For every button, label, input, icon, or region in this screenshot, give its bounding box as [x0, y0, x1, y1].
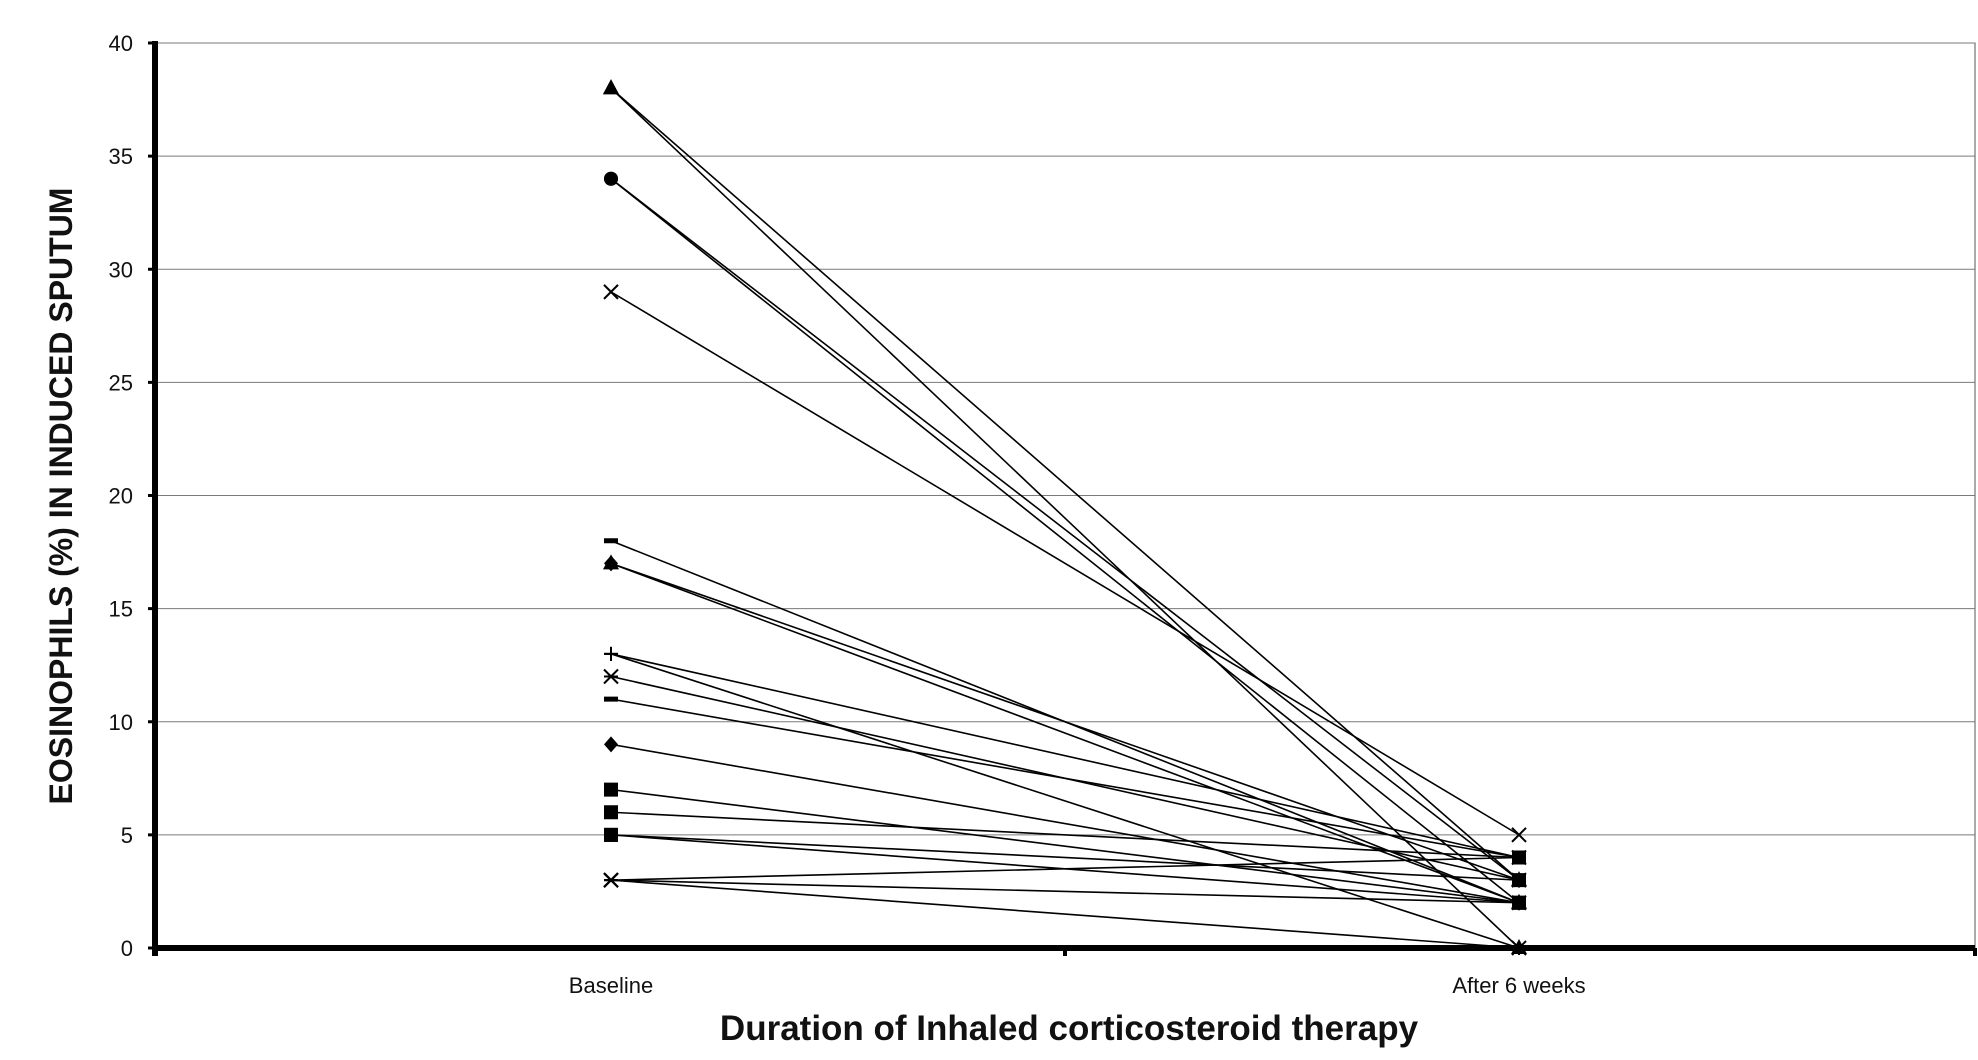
series-14-point-0	[604, 805, 618, 820]
series-18-point-1	[1511, 895, 1527, 911]
series-line-17	[610, 856, 1520, 881]
x-axis-title: Duration of Inhaled corticosteroid thera…	[720, 1009, 1419, 1048]
series-4-point-0	[603, 284, 619, 300]
series-16-point-0	[604, 827, 618, 842]
series-4-point-1	[1511, 827, 1527, 843]
series-line-8	[610, 653, 1520, 859]
series-line-3	[610, 178, 1520, 904]
x-tick-label-1: After 6 weeks	[1452, 973, 1585, 998]
series-line-6	[610, 562, 1520, 904]
y-tick-label-5: 5	[121, 823, 133, 848]
series-15-point-1	[1512, 873, 1526, 888]
y-tick-label-20: 20	[109, 484, 133, 509]
grid	[154, 42, 1976, 949]
x-tick-label-0: Baseline	[569, 973, 653, 998]
series-line-11	[610, 698, 1520, 859]
series-19-point-0	[603, 872, 619, 888]
series-12-point-0	[604, 736, 618, 753]
series-line-14	[610, 811, 1520, 859]
series-1-point-0	[603, 79, 619, 95]
series-line-12	[610, 743, 1520, 904]
y-tick-label-10: 10	[109, 710, 133, 735]
series-line-2	[610, 178, 1520, 881]
series-11-point-0	[604, 696, 618, 702]
y-tick-label-25: 25	[109, 370, 133, 395]
series-3-point-0	[604, 171, 618, 186]
series-7-point-0	[604, 555, 618, 572]
series-line-1	[610, 87, 1520, 881]
series-line-0	[610, 87, 1520, 949]
y-tick-label-40: 40	[109, 31, 133, 56]
series-markers	[603, 79, 1527, 956]
series-line-4	[610, 291, 1520, 836]
series-line-9	[610, 653, 1520, 949]
series-17-point-1	[1511, 849, 1527, 866]
axes	[148, 41, 1977, 956]
series-line-7	[610, 562, 1520, 881]
series-9-point-0	[604, 646, 618, 661]
y-tick-label-0: 0	[121, 936, 133, 961]
series-lines	[610, 87, 1520, 949]
y-tick-label-15: 15	[109, 597, 133, 622]
series-line-19	[610, 879, 1520, 949]
series-5-point-0	[604, 538, 618, 544]
series-line-18	[610, 879, 1520, 904]
series-line-15	[610, 834, 1520, 881]
y-axis-title: EOSINOPHILS (%) IN INDUCED SPUTUM	[43, 188, 79, 805]
y-tick-label-30: 30	[109, 257, 133, 282]
series-line-13	[610, 788, 1520, 904]
y-tick-label-35: 35	[109, 144, 133, 169]
tick-labels: 0 5 10 15 20 25 30 35 40 Baseline After 6 weeks	[109, 31, 1586, 998]
series-10-point-0	[603, 668, 619, 685]
series-13-point-0	[604, 782, 618, 797]
